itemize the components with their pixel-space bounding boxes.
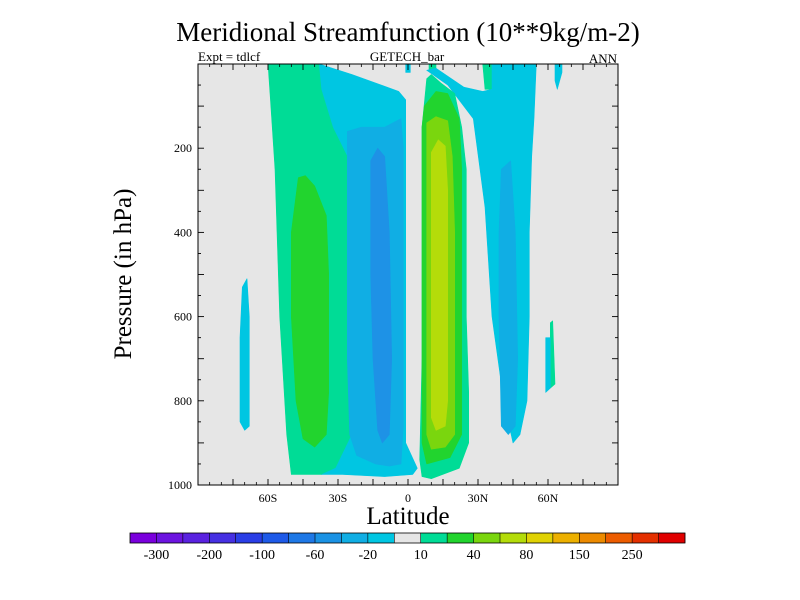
colorbar-swatch-9 [367, 533, 395, 543]
colorbar-swatch-16 [552, 533, 580, 543]
contour-region-4 [290, 175, 330, 448]
colorbar-label: 10 [414, 548, 428, 563]
x-tick-label: 30N [468, 491, 489, 505]
x-axis-label: Latitude [366, 503, 449, 530]
colorbar-swatch-15 [526, 533, 554, 543]
subtitle-right: ANN [589, 51, 618, 66]
colorbar-swatch-7 [315, 533, 342, 543]
colorbar-frame [129, 532, 686, 544]
contour-regions [239, 63, 563, 480]
colorbar-swatch-6 [288, 533, 316, 543]
colorbar-swatch-17 [579, 533, 607, 543]
x-tick-label: 0 [405, 491, 411, 505]
x-tick-label: 60N [538, 491, 559, 505]
contour-region-17 [430, 139, 449, 431]
colorbar-label: 250 [622, 548, 643, 563]
colorbar-swatch-20 [658, 533, 686, 543]
colorbar-swatch-3 [209, 533, 237, 543]
contour-region-5 [239, 278, 250, 431]
colorbar-swatch-13 [473, 533, 501, 543]
colorbar-label: -100 [249, 548, 275, 563]
plot-background [198, 64, 618, 485]
y-axis-label: Pressure (in hPa) [110, 189, 137, 360]
colorbar: -300 -200 -100 -60 -20 10 40 80 150 250 [129, 532, 686, 563]
colorbar-swatch-19 [632, 533, 659, 543]
axis-ticks: 60S 30S 0 30N 60N 200 400 600 800 1000 [168, 64, 618, 505]
x-tick-label: 60S [259, 491, 278, 505]
colorbar-swatch-2 [182, 533, 210, 543]
x-tick-label: 30S [329, 491, 348, 505]
colorbar-label: -300 [144, 548, 170, 563]
colorbar-swatch-5 [262, 533, 289, 543]
colorbar-label: -60 [306, 548, 325, 563]
y-tick-label: 200 [174, 141, 192, 155]
contour-region-12 [498, 160, 519, 435]
colorbar-label: 150 [569, 548, 590, 563]
y-tick-label: 400 [174, 225, 192, 239]
colorbar-label: 40 [467, 548, 481, 563]
subtitle-left: Expt = tdlcf [198, 49, 261, 64]
colorbar-swatch-14 [500, 533, 527, 543]
colorbar-swatch-8 [341, 533, 369, 543]
colorbar-swatch-1 [156, 533, 184, 543]
colorbar-label: -200 [196, 548, 222, 563]
colorbar-swatch-18 [605, 533, 633, 543]
colorbar-label: 80 [519, 548, 533, 563]
colorbar-swatch-4 [235, 533, 263, 543]
subtitle-center: GETECH_bar [370, 49, 445, 64]
contour-region-13 [370, 147, 393, 444]
colorbar-swatch-12 [447, 533, 474, 543]
chart-title: Meridional Streamfunction (10**9kg/m-2) [176, 17, 639, 47]
colorbar-swatch-10 [394, 533, 422, 543]
y-tick-label: 600 [174, 310, 192, 324]
contour-region-10 [545, 337, 551, 393]
colorbar-label: -20 [359, 548, 378, 563]
y-tick-label: 800 [174, 394, 192, 408]
colorbar-swatch-11 [420, 533, 448, 543]
colorbar-swatch-0 [130, 533, 157, 543]
y-tick-label: 1000 [168, 478, 192, 492]
